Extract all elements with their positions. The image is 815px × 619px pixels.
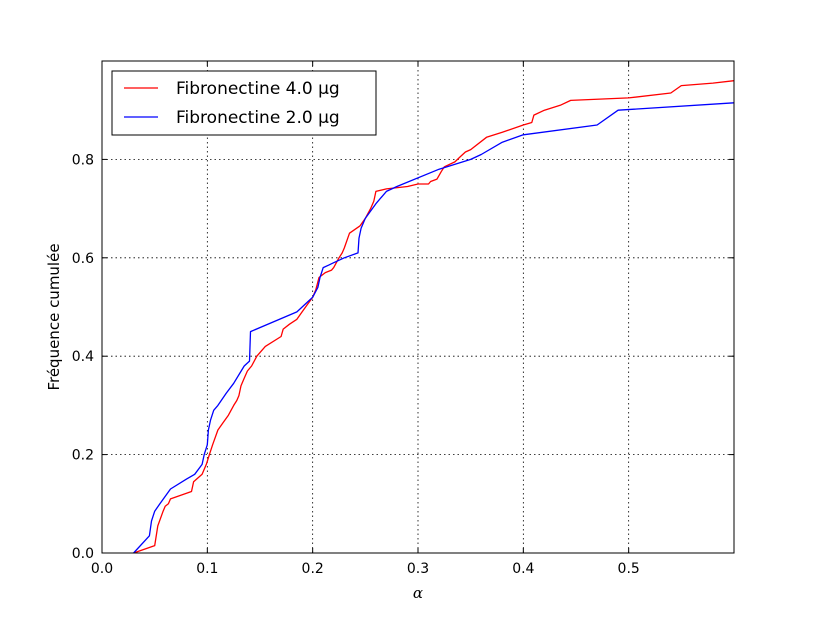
series-line-1 bbox=[133, 102, 735, 554]
legend-box bbox=[111, 70, 377, 136]
y-tick-label: 0.6 bbox=[72, 251, 94, 267]
axis-ticks bbox=[101, 61, 734, 554]
y-tick-label: 0.0 bbox=[72, 546, 94, 562]
axis-tick-labels: 0.0 0.1 0.2 0.3 0.4 0.5 0.0 0.2 0.4 0.6 0.8 bbox=[72, 152, 640, 577]
x-tick-label: 0.3 bbox=[407, 561, 429, 577]
legend-label-fibronectine-2: Fibronectine 2.0 µg bbox=[176, 108, 340, 128]
x-tick-label: 0.1 bbox=[196, 561, 218, 577]
legend: Fibronectine 4.0 µg Fibronectine 2.0 µg bbox=[111, 70, 377, 136]
x-tick-label: 0.4 bbox=[512, 561, 534, 577]
y-tick-label: 0.2 bbox=[72, 448, 94, 464]
x-tick-label: 0.5 bbox=[618, 561, 640, 577]
x-axis-label: α bbox=[413, 584, 423, 602]
series-line-0 bbox=[133, 80, 735, 554]
x-tick-label: 0.0 bbox=[91, 561, 113, 577]
plot-series bbox=[133, 80, 735, 554]
y-tick-label: 0.4 bbox=[72, 349, 94, 365]
y-axis-label: Fréquence cumulée bbox=[45, 243, 63, 390]
y-tick-label: 0.8 bbox=[72, 152, 94, 168]
grid bbox=[102, 61, 734, 553]
x-tick-label: 0.2 bbox=[302, 561, 324, 577]
legend-label-fibronectine-4: Fibronectine 4.0 µg bbox=[176, 79, 340, 99]
